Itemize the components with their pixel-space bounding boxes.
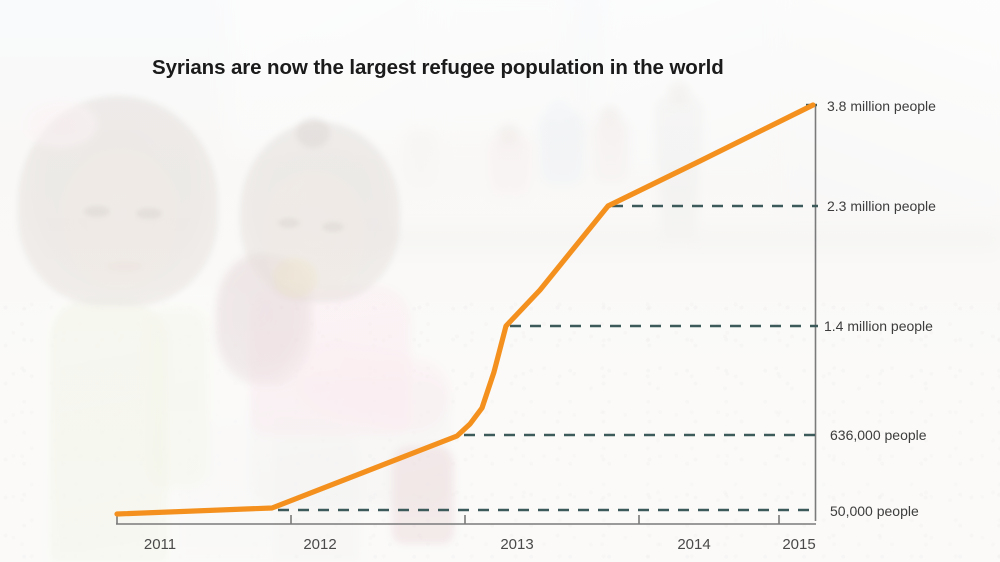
value-label-1-4-million: 1.4 million people (824, 318, 933, 334)
x-axis-label-2015: 2015 (782, 536, 816, 553)
value-label-2-3-million: 2.3 million people (827, 198, 936, 214)
value-label-636000: 636,000 people (830, 427, 927, 443)
x-axis-label-2014: 2014 (677, 536, 711, 553)
value-label-50000: 50,000 people (830, 503, 919, 519)
refugee-population-line (114, 102, 816, 517)
chart-title: Syrians are now the largest refugee popu… (152, 56, 724, 79)
x-axis-label-2011: 2011 (143, 536, 177, 553)
x-axis-ticks (116, 514, 780, 524)
value-label-3-8-million: 3.8 million people (827, 98, 936, 114)
x-axis-label-2013: 2013 (500, 536, 534, 553)
x-axis-label-2012: 2012 (303, 536, 337, 553)
value-gridlines (278, 103, 820, 512)
